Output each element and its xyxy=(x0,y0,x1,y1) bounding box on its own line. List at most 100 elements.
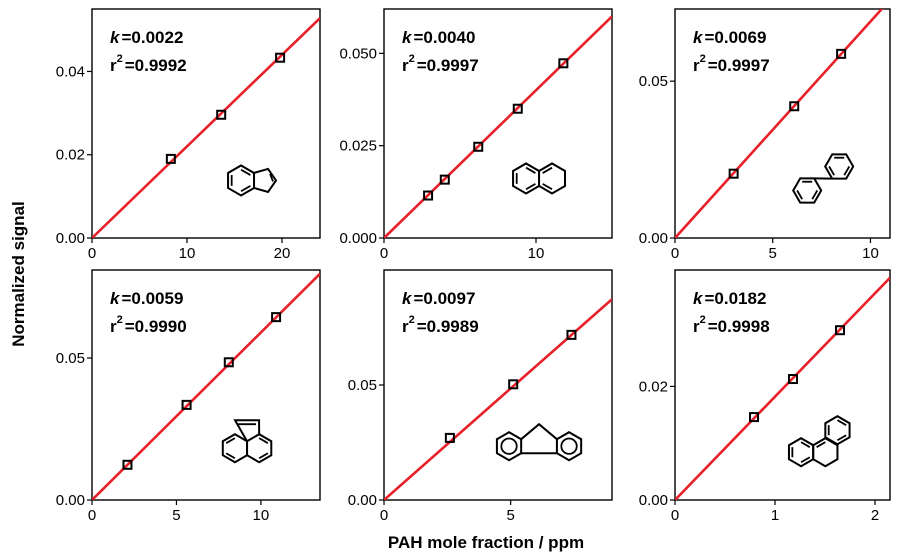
slope-value: =0.0040 xyxy=(413,28,475,47)
x-tick-label: 0 xyxy=(380,507,388,524)
indene-structure xyxy=(227,164,278,197)
r-exponent: 2 xyxy=(700,53,706,65)
x-tick-label: 0 xyxy=(671,245,679,262)
plot-frame xyxy=(91,269,321,501)
x-axis-title: PAH mole fraction / ppm xyxy=(388,533,584,552)
fit-line xyxy=(92,272,320,500)
slope-value: =0.0069 xyxy=(704,28,766,47)
slope-value: =0.0182 xyxy=(704,289,766,308)
r-symbol: r xyxy=(110,317,117,336)
r-squared-value: =0.9998 xyxy=(708,317,770,336)
x-tick-label: 10 xyxy=(862,245,879,262)
r-exponent: 2 xyxy=(409,314,415,326)
r-squared-value: =0.9997 xyxy=(708,56,770,75)
y-tick-label: 0.02 xyxy=(639,378,668,395)
slope-symbol: k xyxy=(402,28,413,47)
slope-symbol: k xyxy=(693,28,704,47)
slope-annotation: k =0.0182 xyxy=(693,289,766,308)
slope-value: =0.0059 xyxy=(121,289,183,308)
x-tick-label: 10 xyxy=(253,507,270,524)
data-point xyxy=(439,174,450,185)
y-tick-label: 0.000 xyxy=(339,230,377,247)
r-squared-annotation: r2 =0.9989 xyxy=(402,314,479,336)
slope-symbol: k xyxy=(110,28,121,47)
naphthalene-structure xyxy=(512,162,567,195)
y-tick-label: 0.025 xyxy=(339,138,377,155)
x-tick-label: 5 xyxy=(769,245,777,262)
fit-line xyxy=(384,298,612,500)
r-squared-value: =0.9992 xyxy=(125,56,187,75)
r-squared-annotation: r2 =0.9997 xyxy=(402,53,479,75)
data-point xyxy=(473,141,484,152)
data-point xyxy=(508,379,519,390)
slope-annotation: k =0.0059 xyxy=(110,289,183,308)
plot-frame xyxy=(674,269,891,501)
fit-line xyxy=(675,9,884,238)
data-point xyxy=(566,329,577,340)
data-point xyxy=(789,101,800,112)
y-tick-label: 0.05 xyxy=(56,350,85,367)
r-symbol: r xyxy=(402,317,409,336)
x-tick-label: 5 xyxy=(172,507,180,524)
y-tick-label: 0.00 xyxy=(348,492,377,509)
slope-symbol: k xyxy=(402,289,413,308)
y-tick-label: 0.00 xyxy=(56,492,85,509)
data-point xyxy=(835,325,845,336)
data-point xyxy=(558,58,569,69)
y-tick-label: 0.00 xyxy=(56,230,85,247)
y-axis-title: Normalized signal xyxy=(9,201,28,346)
y-tick-label: 0.04 xyxy=(56,63,85,80)
r-exponent: 2 xyxy=(117,314,123,326)
r-symbol: r xyxy=(693,56,700,75)
plot-frame xyxy=(383,8,613,239)
data-point xyxy=(122,459,133,470)
fit-line xyxy=(675,276,890,500)
slope-value: =0.0097 xyxy=(413,289,475,308)
r-symbol: r xyxy=(110,56,117,75)
slope-annotation: k =0.0022 xyxy=(110,28,183,47)
r-squared-annotation: r2 =0.9992 xyxy=(110,53,187,75)
r-squared-annotation: r2 =0.9990 xyxy=(110,314,187,336)
r-squared-annotation: r2 =0.9998 xyxy=(693,314,770,336)
data-point xyxy=(444,432,455,443)
fluorene-structure xyxy=(495,422,583,462)
x-tick-label: 10 xyxy=(179,245,196,262)
data-point xyxy=(216,109,227,120)
data-point xyxy=(728,168,739,179)
data-point xyxy=(223,357,234,368)
r-exponent: 2 xyxy=(700,314,706,326)
acenaphthylene-structure xyxy=(221,419,273,464)
r-squared-value: =0.9990 xyxy=(125,317,187,336)
slope-annotation: k =0.0097 xyxy=(402,289,475,308)
plot-frame xyxy=(674,8,891,239)
r-squared-value: =0.9989 xyxy=(417,317,479,336)
r-exponent: 2 xyxy=(409,53,415,65)
data-point xyxy=(181,399,192,410)
slope-symbol: k xyxy=(693,289,704,308)
data-point xyxy=(512,103,523,114)
fit-line xyxy=(92,17,320,238)
data-point xyxy=(788,374,798,385)
x-tick-label: 1 xyxy=(771,507,779,524)
y-tick-label: 0.00 xyxy=(639,230,668,247)
slope-annotation: k =0.0040 xyxy=(402,28,475,47)
slope-symbol: k xyxy=(110,289,121,308)
y-tick-label: 0.050 xyxy=(339,45,377,62)
x-tick-label: 0 xyxy=(671,507,679,524)
r-symbol: r xyxy=(693,317,700,336)
x-tick-label: 5 xyxy=(506,507,514,524)
x-tick-label: 0 xyxy=(380,245,388,262)
x-tick-label: 10 xyxy=(528,245,545,262)
data-point xyxy=(836,48,847,59)
data-point xyxy=(749,412,759,423)
biphenyl-structure xyxy=(792,153,855,204)
fit-line xyxy=(384,15,612,238)
r-squared-annotation: r2 =0.9997 xyxy=(693,53,770,75)
phenanthrene-structure xyxy=(787,415,851,468)
